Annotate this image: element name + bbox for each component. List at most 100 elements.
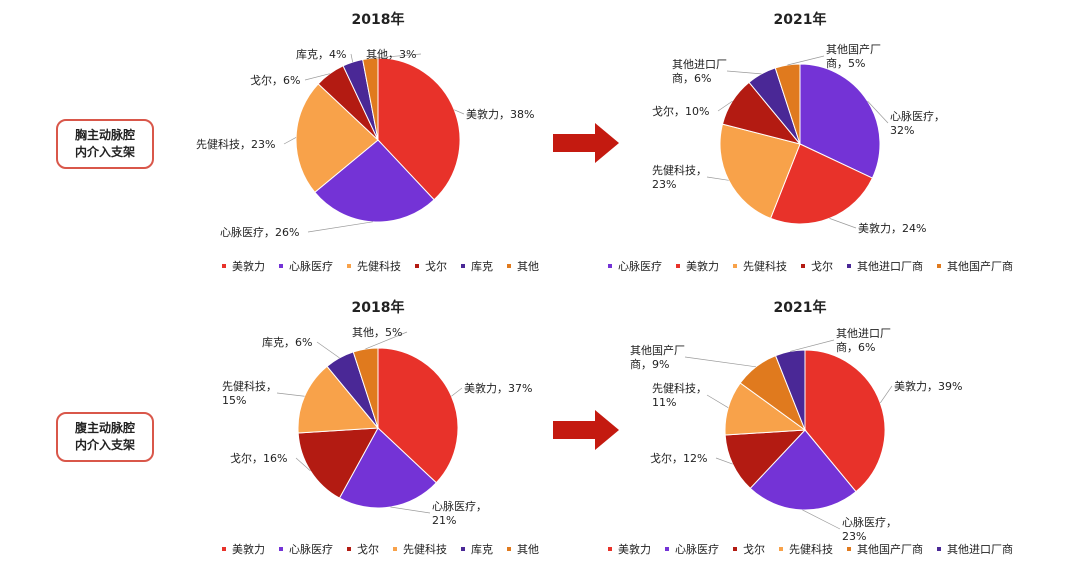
legend-swatch bbox=[461, 547, 465, 551]
slice-label: 心脉医疗， 23% bbox=[842, 515, 897, 543]
leader-line bbox=[706, 176, 729, 181]
leader-line bbox=[726, 70, 762, 75]
row-label-thoracic-line1: 胸主动脉腔 bbox=[74, 128, 135, 142]
legend-swatch bbox=[347, 547, 351, 551]
legend-item: 美敦力 bbox=[686, 259, 719, 273]
legend-swatch bbox=[676, 264, 680, 268]
leader-line bbox=[802, 509, 841, 530]
legend-swatch bbox=[608, 547, 612, 551]
slice-label: 先健科技， 11% bbox=[652, 381, 707, 409]
legend-swatch bbox=[461, 264, 465, 268]
slice-label: 其他，5% bbox=[352, 326, 402, 339]
slice-label: 心脉医疗， 21% bbox=[432, 499, 487, 527]
legend-item: 心脉医疗 bbox=[675, 542, 719, 556]
leader-line bbox=[307, 221, 373, 233]
legend-item: 戈尔 bbox=[743, 543, 765, 556]
pie-slice bbox=[799, 63, 881, 179]
slice-label: 戈尔，10% bbox=[652, 105, 709, 118]
pie-slice bbox=[774, 63, 801, 145]
legend-swatch bbox=[733, 264, 737, 268]
legend-item: 其他国产厂商 bbox=[947, 259, 1013, 273]
leader-line bbox=[717, 100, 733, 112]
legend-item: 心脉医疗 bbox=[289, 542, 333, 556]
leader-line bbox=[304, 73, 330, 81]
legend-swatch bbox=[279, 547, 283, 551]
leader-line bbox=[787, 55, 825, 66]
row-label-abdominal: 腹主动脉腔 内介入支架 bbox=[56, 412, 154, 462]
slice-label: 心脉医疗，26% bbox=[220, 225, 299, 239]
legend-item: 其他国产厂商 bbox=[857, 542, 923, 556]
leader-line bbox=[365, 331, 408, 350]
pie-slice bbox=[724, 429, 807, 490]
slice-label: 先健科技， 15% bbox=[222, 379, 277, 407]
row-label-abdominal-line2: 内介入支架 bbox=[74, 438, 135, 452]
leader-line bbox=[829, 218, 857, 229]
slice-label: 心脉医疗， 32% bbox=[890, 109, 945, 137]
row-label-thoracic-line2: 内介入支架 bbox=[74, 145, 135, 159]
legend-item: 先健科技 bbox=[743, 259, 787, 273]
pie-slice bbox=[314, 139, 435, 223]
leader-line bbox=[390, 506, 431, 514]
row-label-thoracic: 胸主动脉腔 内介入支架 bbox=[56, 119, 154, 169]
legend-item: 戈尔 bbox=[357, 543, 379, 556]
leader-line bbox=[350, 53, 354, 63]
row-label-abdominal-line1: 腹主动脉腔 bbox=[74, 421, 135, 435]
pie-slice bbox=[749, 429, 857, 511]
slice-label: 先健科技，23% bbox=[196, 137, 275, 151]
legend-swatch bbox=[937, 547, 941, 551]
chart-title: 2018年 bbox=[352, 299, 405, 316]
leader-line bbox=[276, 392, 305, 397]
leader-line bbox=[867, 100, 889, 124]
leader-line bbox=[370, 53, 422, 59]
slice-label: 戈尔，6% bbox=[250, 74, 300, 87]
leader-line bbox=[684, 356, 757, 368]
leader-line bbox=[454, 109, 465, 115]
slice-label: 库克，6% bbox=[262, 336, 312, 349]
legend-swatch bbox=[415, 264, 419, 268]
legend-swatch bbox=[733, 547, 737, 551]
leader-line bbox=[295, 457, 311, 472]
slice-label: 戈尔，12% bbox=[650, 452, 707, 465]
legend-item: 先健科技 bbox=[357, 259, 401, 273]
pie-slice bbox=[377, 347, 459, 484]
leader-line bbox=[715, 457, 733, 465]
legend-swatch bbox=[847, 264, 851, 268]
legend-item: 心脉医疗 bbox=[289, 259, 333, 273]
legend-swatch bbox=[847, 547, 851, 551]
legend-swatch bbox=[507, 547, 511, 551]
arrow-right-icon bbox=[553, 410, 619, 450]
pie-slice bbox=[769, 143, 874, 225]
legend-item: 心脉医疗 bbox=[618, 259, 662, 273]
chart-title: 2021年 bbox=[774, 299, 827, 316]
legend-swatch bbox=[507, 264, 511, 268]
legend-swatch bbox=[801, 264, 805, 268]
legend-swatch bbox=[222, 264, 226, 268]
leader-line bbox=[451, 387, 463, 397]
slice-label: 其他进口厂商，6% bbox=[836, 327, 891, 354]
legend-item: 戈尔 bbox=[811, 260, 833, 273]
pie-slice bbox=[297, 427, 379, 499]
legend-item: 其他 bbox=[517, 543, 539, 556]
legend-item: 戈尔 bbox=[425, 260, 447, 273]
arrow-right-icon bbox=[553, 123, 619, 163]
legend-item: 库克 bbox=[471, 543, 493, 556]
legend-item: 其他进口厂商 bbox=[947, 542, 1013, 556]
slice-label: 美敦力，24% bbox=[858, 221, 926, 235]
leader-line bbox=[789, 339, 835, 352]
legend-item: 其他进口厂商 bbox=[857, 259, 923, 273]
slice-label: 先健科技，23% bbox=[652, 163, 707, 191]
leader-line bbox=[283, 137, 297, 145]
legend-swatch bbox=[608, 264, 612, 268]
slice-label: 美敦力，39% bbox=[894, 379, 962, 393]
legend-item: 先健科技 bbox=[403, 542, 447, 556]
legend-item: 美敦力 bbox=[232, 542, 265, 556]
legend-swatch bbox=[279, 264, 283, 268]
legend-item: 其他 bbox=[517, 260, 539, 273]
legend-swatch bbox=[665, 547, 669, 551]
pie-slice bbox=[352, 347, 379, 429]
slice-label: 其他进口厂商，6% bbox=[672, 58, 727, 85]
slice-label: 其他，3% bbox=[366, 48, 416, 61]
legend-item: 库克 bbox=[471, 260, 493, 273]
leader-line bbox=[879, 385, 893, 404]
